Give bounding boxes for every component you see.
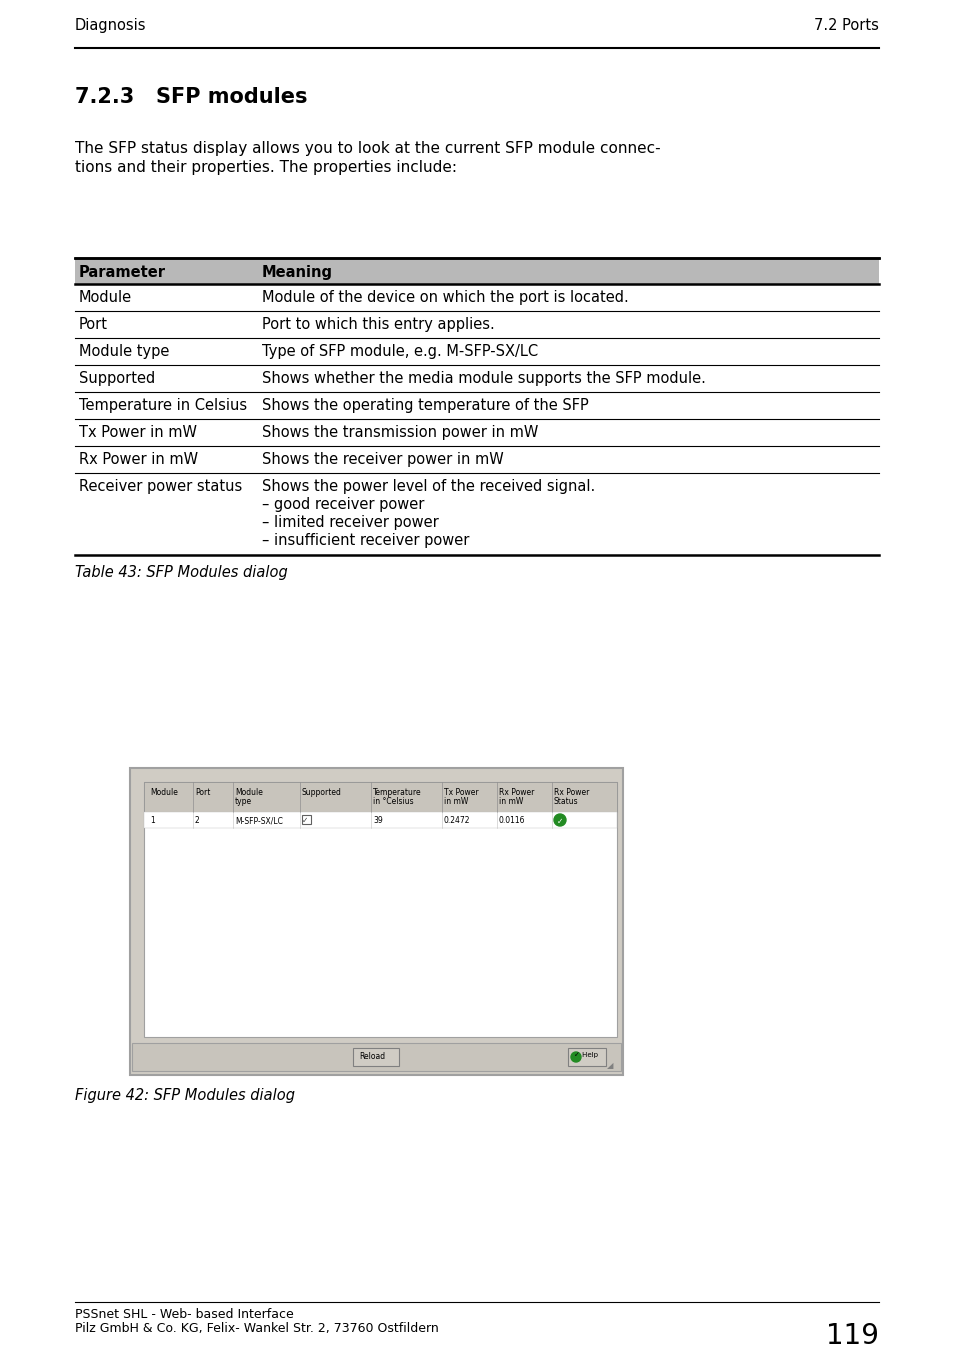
Text: Module: Module [234,788,263,798]
Text: Rx Power in mW: Rx Power in mW [79,452,198,467]
Text: type: type [234,798,252,806]
Text: The SFP status display allows you to look at the current SFP module connec-: The SFP status display allows you to loo… [75,141,659,156]
Text: ✓: ✓ [557,816,563,826]
Text: Rx Power: Rx Power [554,788,589,798]
Text: 0.0116: 0.0116 [498,816,525,825]
Text: Pilz GmbH & Co. KG, Felix- Wankel Str. 2, 73760 Ostfildern: Pilz GmbH & Co. KG, Felix- Wankel Str. 2… [75,1322,438,1335]
Text: 1: 1 [150,816,154,825]
Text: 7.2.3   SFP modules: 7.2.3 SFP modules [75,87,307,107]
Circle shape [554,814,565,826]
Text: Shows the transmission power in mW: Shows the transmission power in mW [262,425,537,440]
Text: Rx Power: Rx Power [498,788,534,798]
Text: Tx Power: Tx Power [443,788,478,798]
Text: tions and their properties. The properties include:: tions and their properties. The properti… [75,160,456,175]
Text: Shows the operating temperature of the SFP: Shows the operating temperature of the S… [262,398,588,413]
Text: Temperature in Celsius: Temperature in Celsius [79,398,247,413]
Text: Meaning: Meaning [262,265,333,280]
Circle shape [571,1052,580,1062]
Bar [144,783,617,812]
Text: Module type: Module type [79,344,170,359]
Text: 7.2 Ports: 7.2 Ports [813,18,878,32]
Text: Shows the power level of the received signal.: Shows the power level of the received si… [262,479,595,494]
Text: Temperature: Temperature [373,788,421,798]
Text: Table 43: SFP Modules dialog: Table 43: SFP Modules dialog [75,565,288,580]
Bar [75,259,878,284]
Text: in mW: in mW [443,798,468,806]
Text: 39: 39 [373,816,382,825]
Text: Figure 42: SFP Modules dialog: Figure 42: SFP Modules dialog [75,1089,294,1104]
Text: Supported: Supported [302,788,341,798]
Text: Receiver power status: Receiver power status [79,479,242,494]
Text: Port: Port [79,317,108,332]
Text: Tx Power in mW: Tx Power in mW [79,425,196,440]
Text: Reload: Reload [358,1052,385,1062]
Bar [132,1043,620,1071]
Bar [144,812,617,829]
Text: 119: 119 [825,1322,878,1350]
Text: ✓: ✓ [302,816,308,825]
Text: Module: Module [150,788,177,798]
Text: Type of SFP module, e.g. M-SFP-SX/LC: Type of SFP module, e.g. M-SFP-SX/LC [262,344,537,359]
Text: – good receiver power: – good receiver power [262,497,424,512]
Text: 0.2472: 0.2472 [443,816,470,825]
Bar [567,1048,605,1066]
Bar [353,1048,398,1066]
Text: Port to which this entry applies.: Port to which this entry applies. [262,317,495,332]
Text: in °Celsius: in °Celsius [373,798,414,806]
Text: in mW: in mW [498,798,523,806]
Text: – limited receiver power: – limited receiver power [262,515,438,529]
Text: Shows the receiver power in mW: Shows the receiver power in mW [262,452,503,467]
Bar [144,783,617,1037]
Text: Parameter: Parameter [79,265,166,280]
Text: 2: 2 [194,816,199,825]
Text: Port: Port [194,788,211,798]
Text: ◢: ◢ [606,1062,613,1070]
Text: Shows whether the media module supports the SFP module.: Shows whether the media module supports … [262,371,705,386]
Text: Diagnosis: Diagnosis [75,18,147,32]
Text: Module of the device on which the port is located.: Module of the device on which the port i… [262,290,628,305]
Text: Module: Module [79,290,132,305]
Text: M-SFP-SX/LC: M-SFP-SX/LC [234,816,283,825]
Text: Supported: Supported [79,371,155,386]
Text: Status: Status [554,798,578,806]
Bar [130,768,622,1075]
Text: ✓ Help: ✓ Help [574,1052,598,1057]
Text: PSSnet SHL - Web- based Interface: PSSnet SHL - Web- based Interface [75,1308,294,1322]
Bar [302,815,311,825]
Text: – insufficient receiver power: – insufficient receiver power [262,533,469,548]
